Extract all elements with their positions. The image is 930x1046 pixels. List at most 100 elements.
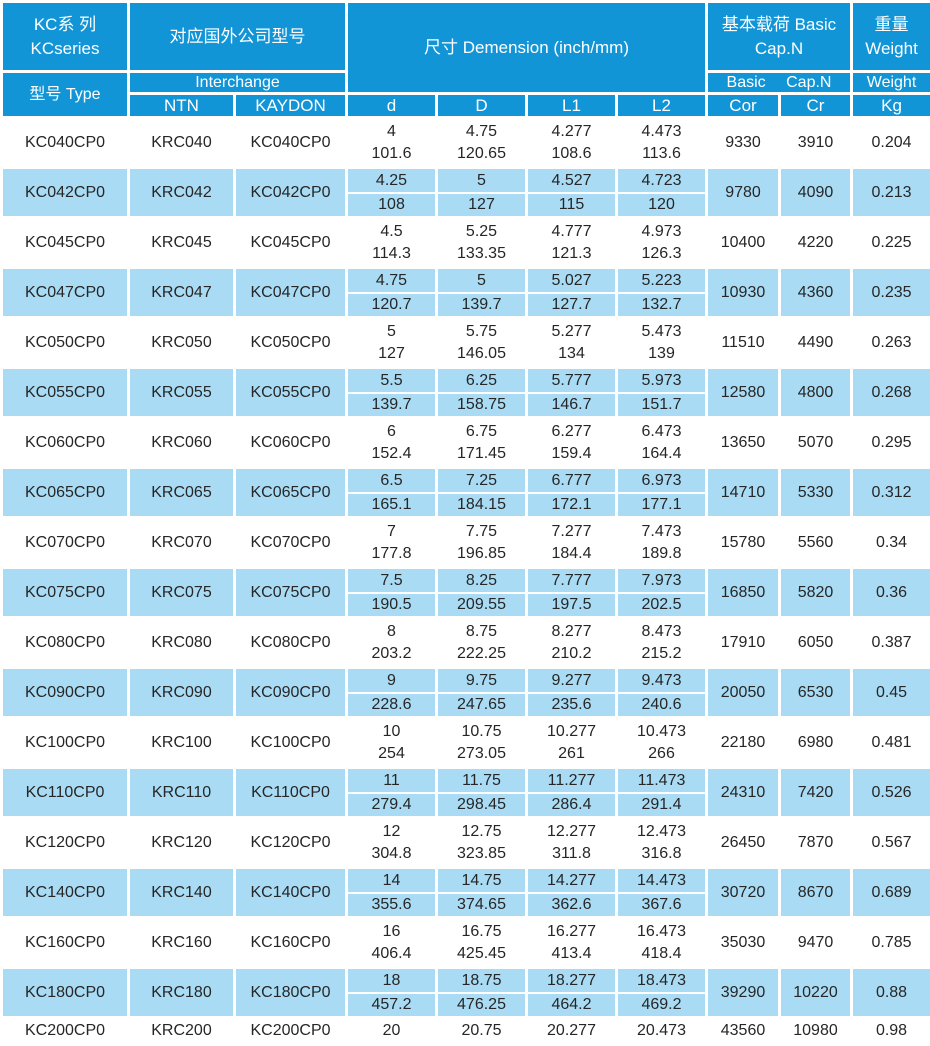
dim-inch-value: 9.277 (528, 670, 615, 692)
dim-inch-value: 7.973 (618, 570, 705, 592)
type-cell: KC090CP0 (2, 668, 129, 718)
dim-mm-value: 286.4 (528, 792, 615, 816)
dim-inch-value: 11 (348, 770, 435, 792)
kg-cell: 0.295 (852, 418, 930, 468)
cr-cell: 4490 (780, 318, 852, 368)
dim-mm-value: 108 (348, 192, 435, 216)
cr-cell: 4800 (780, 368, 852, 418)
header-row-3: NTN KAYDON d D L1 L2 Cor Cr Kg (2, 94, 930, 118)
weight-header-en: Weight (853, 37, 930, 61)
dim-mm-value: 418.4 (618, 943, 705, 965)
dim-inch-value: 4.777 (528, 221, 615, 243)
dim-mm-value: 202.5 (618, 592, 705, 616)
type-cell: KC070CP0 (2, 518, 129, 568)
ntn-cell: KRC055 (129, 368, 235, 418)
kaydon-cell: KC042CP0 (235, 168, 347, 218)
dim-inch-value: 5.25 (438, 221, 525, 243)
kaydon-cell: KC065CP0 (235, 468, 347, 518)
dim-inch-value: 7.777 (528, 570, 615, 592)
kaydon-cell: KC200CP0 (235, 1018, 347, 1045)
dim-inch-value: 6 (348, 421, 435, 443)
dim-inch-value: 11.473 (618, 770, 705, 792)
dim-mm-value: 298.45 (438, 792, 525, 816)
dim-inch-value: 12 (348, 821, 435, 843)
dim-inch-value: 7 (348, 521, 435, 543)
cor-cell: 24310 (707, 768, 780, 818)
dim-mm-value: 266 (618, 743, 705, 765)
table-header: KC系 列 KCseries 对应国外公司型号 尺寸 Demension (in… (2, 2, 930, 118)
dim-inch-value: 6.777 (528, 470, 615, 492)
dim-mm-value: 127 (348, 343, 435, 365)
type-cell: KC065CP0 (2, 468, 129, 518)
kg-cell: 0.45 (852, 668, 930, 718)
cr-cell: 10220 (780, 968, 852, 1018)
kaydon-cell: KC100CP0 (235, 718, 347, 768)
dim-mm-value: 355.6 (348, 892, 435, 916)
kg-cell: 0.98 (852, 1018, 930, 1045)
cr-cell: 3910 (780, 118, 852, 168)
ntn-cell: KRC047 (129, 268, 235, 318)
dim-mm-value: 120.7 (348, 292, 435, 316)
kg-cell: 0.263 (852, 318, 930, 368)
dim-mm-value: 279.4 (348, 792, 435, 816)
weight-subheader: Weight (852, 72, 930, 94)
dim-mm-value: 114.3 (348, 243, 435, 265)
dim-inch-value: 7.277 (528, 521, 615, 543)
type-cell: KC040CP0 (2, 118, 129, 168)
dim-inch-value: 4.527 (528, 170, 615, 192)
basic-cap-header: 基本载荷 Basic Cap.N (707, 2, 852, 72)
cor-cell: 11510 (707, 318, 780, 368)
dim-inch-value: 6.277 (528, 421, 615, 443)
ntn-cell: KRC065 (129, 468, 235, 518)
dim-mm-value: 425.45 (438, 943, 525, 965)
cr-cell: 6530 (780, 668, 852, 718)
series-header-en: KCseries (3, 37, 127, 61)
cor-cell: 14710 (707, 468, 780, 518)
kaydon-cell: KC047CP0 (235, 268, 347, 318)
dim-mm-value: 367.6 (618, 892, 705, 916)
dimension-header: 尺寸 Demension (inch/mm) (347, 2, 707, 94)
dim-inch-value: 7.473 (618, 521, 705, 543)
cor-cell: 26450 (707, 818, 780, 868)
basic-cap-header-line2: Cap.N (708, 37, 850, 61)
dim-inch-value: 5.277 (528, 321, 615, 343)
dim-inch-value: 4.277 (528, 121, 615, 143)
dim-mm-value: 476.25 (438, 992, 525, 1016)
dim-mm-value: 115 (528, 192, 615, 216)
cr-cell: 5070 (780, 418, 852, 468)
dim-inch-value: 14.473 (618, 870, 705, 892)
kaydon-cell: KC040CP0 (235, 118, 347, 168)
cr-cell: 5560 (780, 518, 852, 568)
ntn-column-header: NTN (129, 94, 235, 118)
